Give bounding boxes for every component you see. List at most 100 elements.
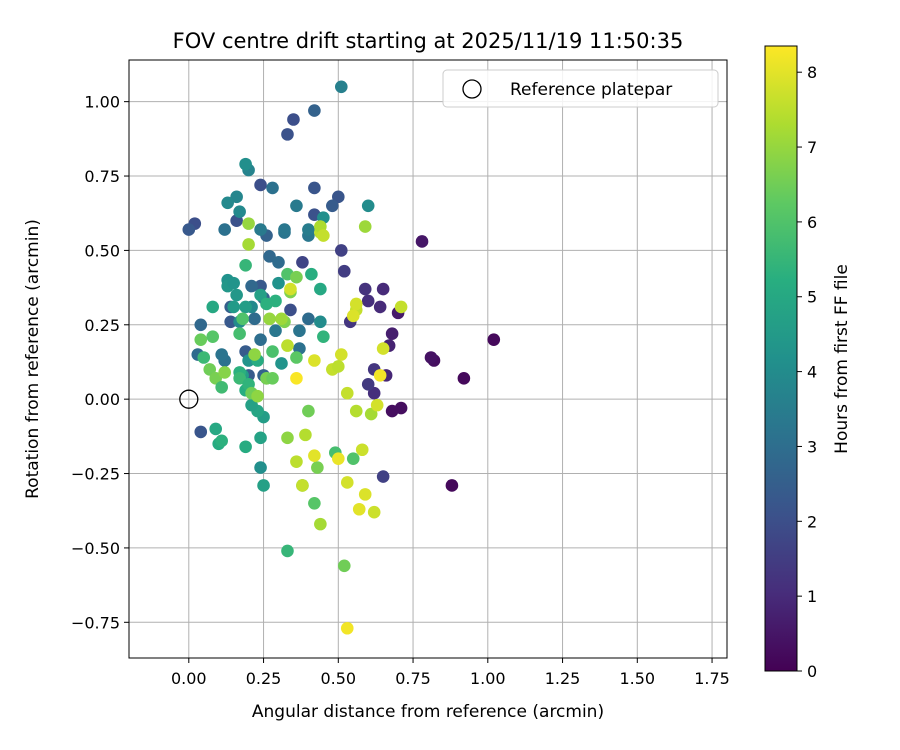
data-point [257,479,270,492]
data-point [242,238,255,251]
data-point [317,330,330,343]
data-point [275,357,288,370]
colorbar-tick-label: 0 [807,662,817,681]
data-point [224,315,237,329]
data-point [361,377,375,391]
data-point [275,312,288,326]
data-point [233,327,246,341]
data-point [254,333,267,346]
data-point [221,196,234,210]
reference-marker [179,389,199,409]
data-point [239,440,252,454]
data-point [337,559,351,573]
data-point [293,324,306,338]
data-point [358,220,372,233]
data-points [182,80,501,635]
y-tick-label: 0.00 [84,390,120,409]
data-point [278,223,291,236]
data-point [182,223,196,236]
colorbar-tick-label: 6 [807,213,817,232]
data-point [334,80,348,94]
colorbar-tick-label: 5 [807,288,817,307]
data-point [376,342,390,355]
data-point [266,181,279,195]
x-tick-label: 0.50 [320,669,356,688]
data-point [290,270,303,284]
data-point [194,333,208,346]
data-point [209,422,223,436]
data-point [487,333,501,346]
data-point [370,398,384,412]
data-point [290,455,303,468]
data-point [340,621,354,635]
data-point [194,318,208,332]
data-point [290,351,303,364]
data-point [394,300,408,314]
y-axis-ticks: −0.75 −0.50 −0.25 0.00 0.25 0.50 0.75 1.00 [71,93,129,632]
data-point [215,348,228,361]
data-point [281,544,294,558]
data-point [334,244,348,257]
data-point [424,351,438,364]
data-point [206,300,220,314]
data-point [334,348,348,361]
y-tick-label: −0.50 [71,539,120,558]
data-point [364,407,378,421]
data-point [376,282,390,296]
data-point [263,250,276,263]
x-tick-label: 0.00 [171,669,207,688]
data-point [376,470,390,483]
colorbar-tick-label: 4 [807,363,817,382]
data-point [445,479,459,492]
data-point [367,386,381,400]
data-point [284,303,297,317]
data-point [373,300,387,314]
data-point [346,309,360,323]
data-point [254,279,267,293]
data-point [332,360,345,373]
data-point [415,235,429,248]
data-point [203,363,217,376]
data-point [314,282,327,296]
data-point [281,431,294,445]
data-point [218,223,231,236]
x-tick-label: 0.75 [395,669,431,688]
data-point [302,404,315,418]
data-point [227,276,240,290]
data-point [308,181,321,195]
grid-lines [129,60,727,658]
data-point [367,505,381,519]
colorbar-tick-label: 7 [807,138,817,157]
data-point [302,223,315,236]
y-tick-label: −0.25 [71,465,120,484]
y-tick-label: 1.00 [84,93,120,112]
data-point [281,128,294,141]
data-point [296,479,309,492]
data-point [358,488,372,501]
y-tick-label: 0.50 [84,241,120,260]
data-point [314,517,327,531]
data-point [215,434,228,448]
y-tick-label: 0.25 [84,316,120,335]
data-point [361,294,375,308]
x-axis-label: Angular distance from reference (arcmin) [252,702,604,722]
data-point [233,372,246,385]
data-point [308,496,321,510]
data-point [349,404,363,418]
data-point [296,256,309,269]
data-point [251,389,264,403]
x-tick-label: 1.00 [470,669,506,688]
data-point [385,404,399,418]
colorbar-tick-label: 3 [807,437,817,456]
data-point [239,258,252,272]
data-point [209,372,223,385]
data-point [272,276,285,290]
data-point [206,330,220,343]
data-point [311,461,324,474]
data-point [263,312,276,326]
data-point [254,461,267,474]
data-point [230,190,243,204]
data-point [197,351,211,364]
data-point [385,327,399,341]
